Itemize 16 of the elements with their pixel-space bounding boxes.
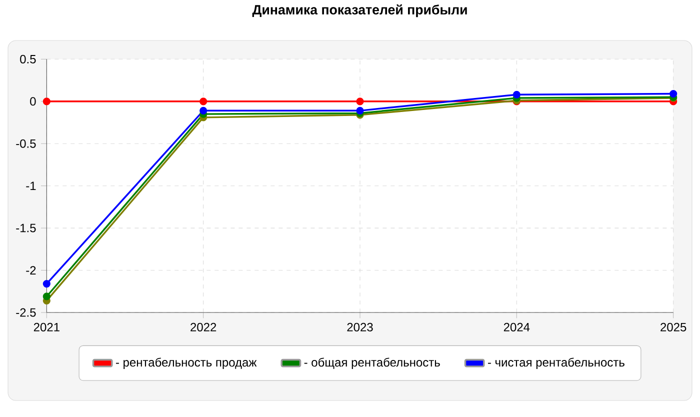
x-tick-label: 2025	[660, 323, 686, 332]
y-tick-label: -2	[26, 266, 36, 275]
y-tick-label: -1.5	[16, 224, 36, 232]
legend-label: - чистая рентабельность	[488, 358, 624, 370]
y-tick-label: -1	[26, 182, 36, 190]
x-tick-label: 2021	[34, 323, 60, 332]
y-tick-label: 0	[30, 97, 36, 106]
x-tick-label: 2024	[504, 323, 530, 332]
y-tick-label: -0.5	[16, 140, 36, 148]
x-tick-label: 2023	[347, 323, 373, 332]
y-tick-label: 0.5	[20, 55, 36, 64]
legend-label: - общая рентабельность	[304, 358, 440, 370]
y-tick-label: -2.5	[16, 308, 36, 318]
legend-label: - рентабельность продаж	[116, 358, 257, 370]
x-tick-label: 2022	[190, 323, 216, 332]
chart-title: Динамика показателей прибыли	[252, 4, 467, 18]
